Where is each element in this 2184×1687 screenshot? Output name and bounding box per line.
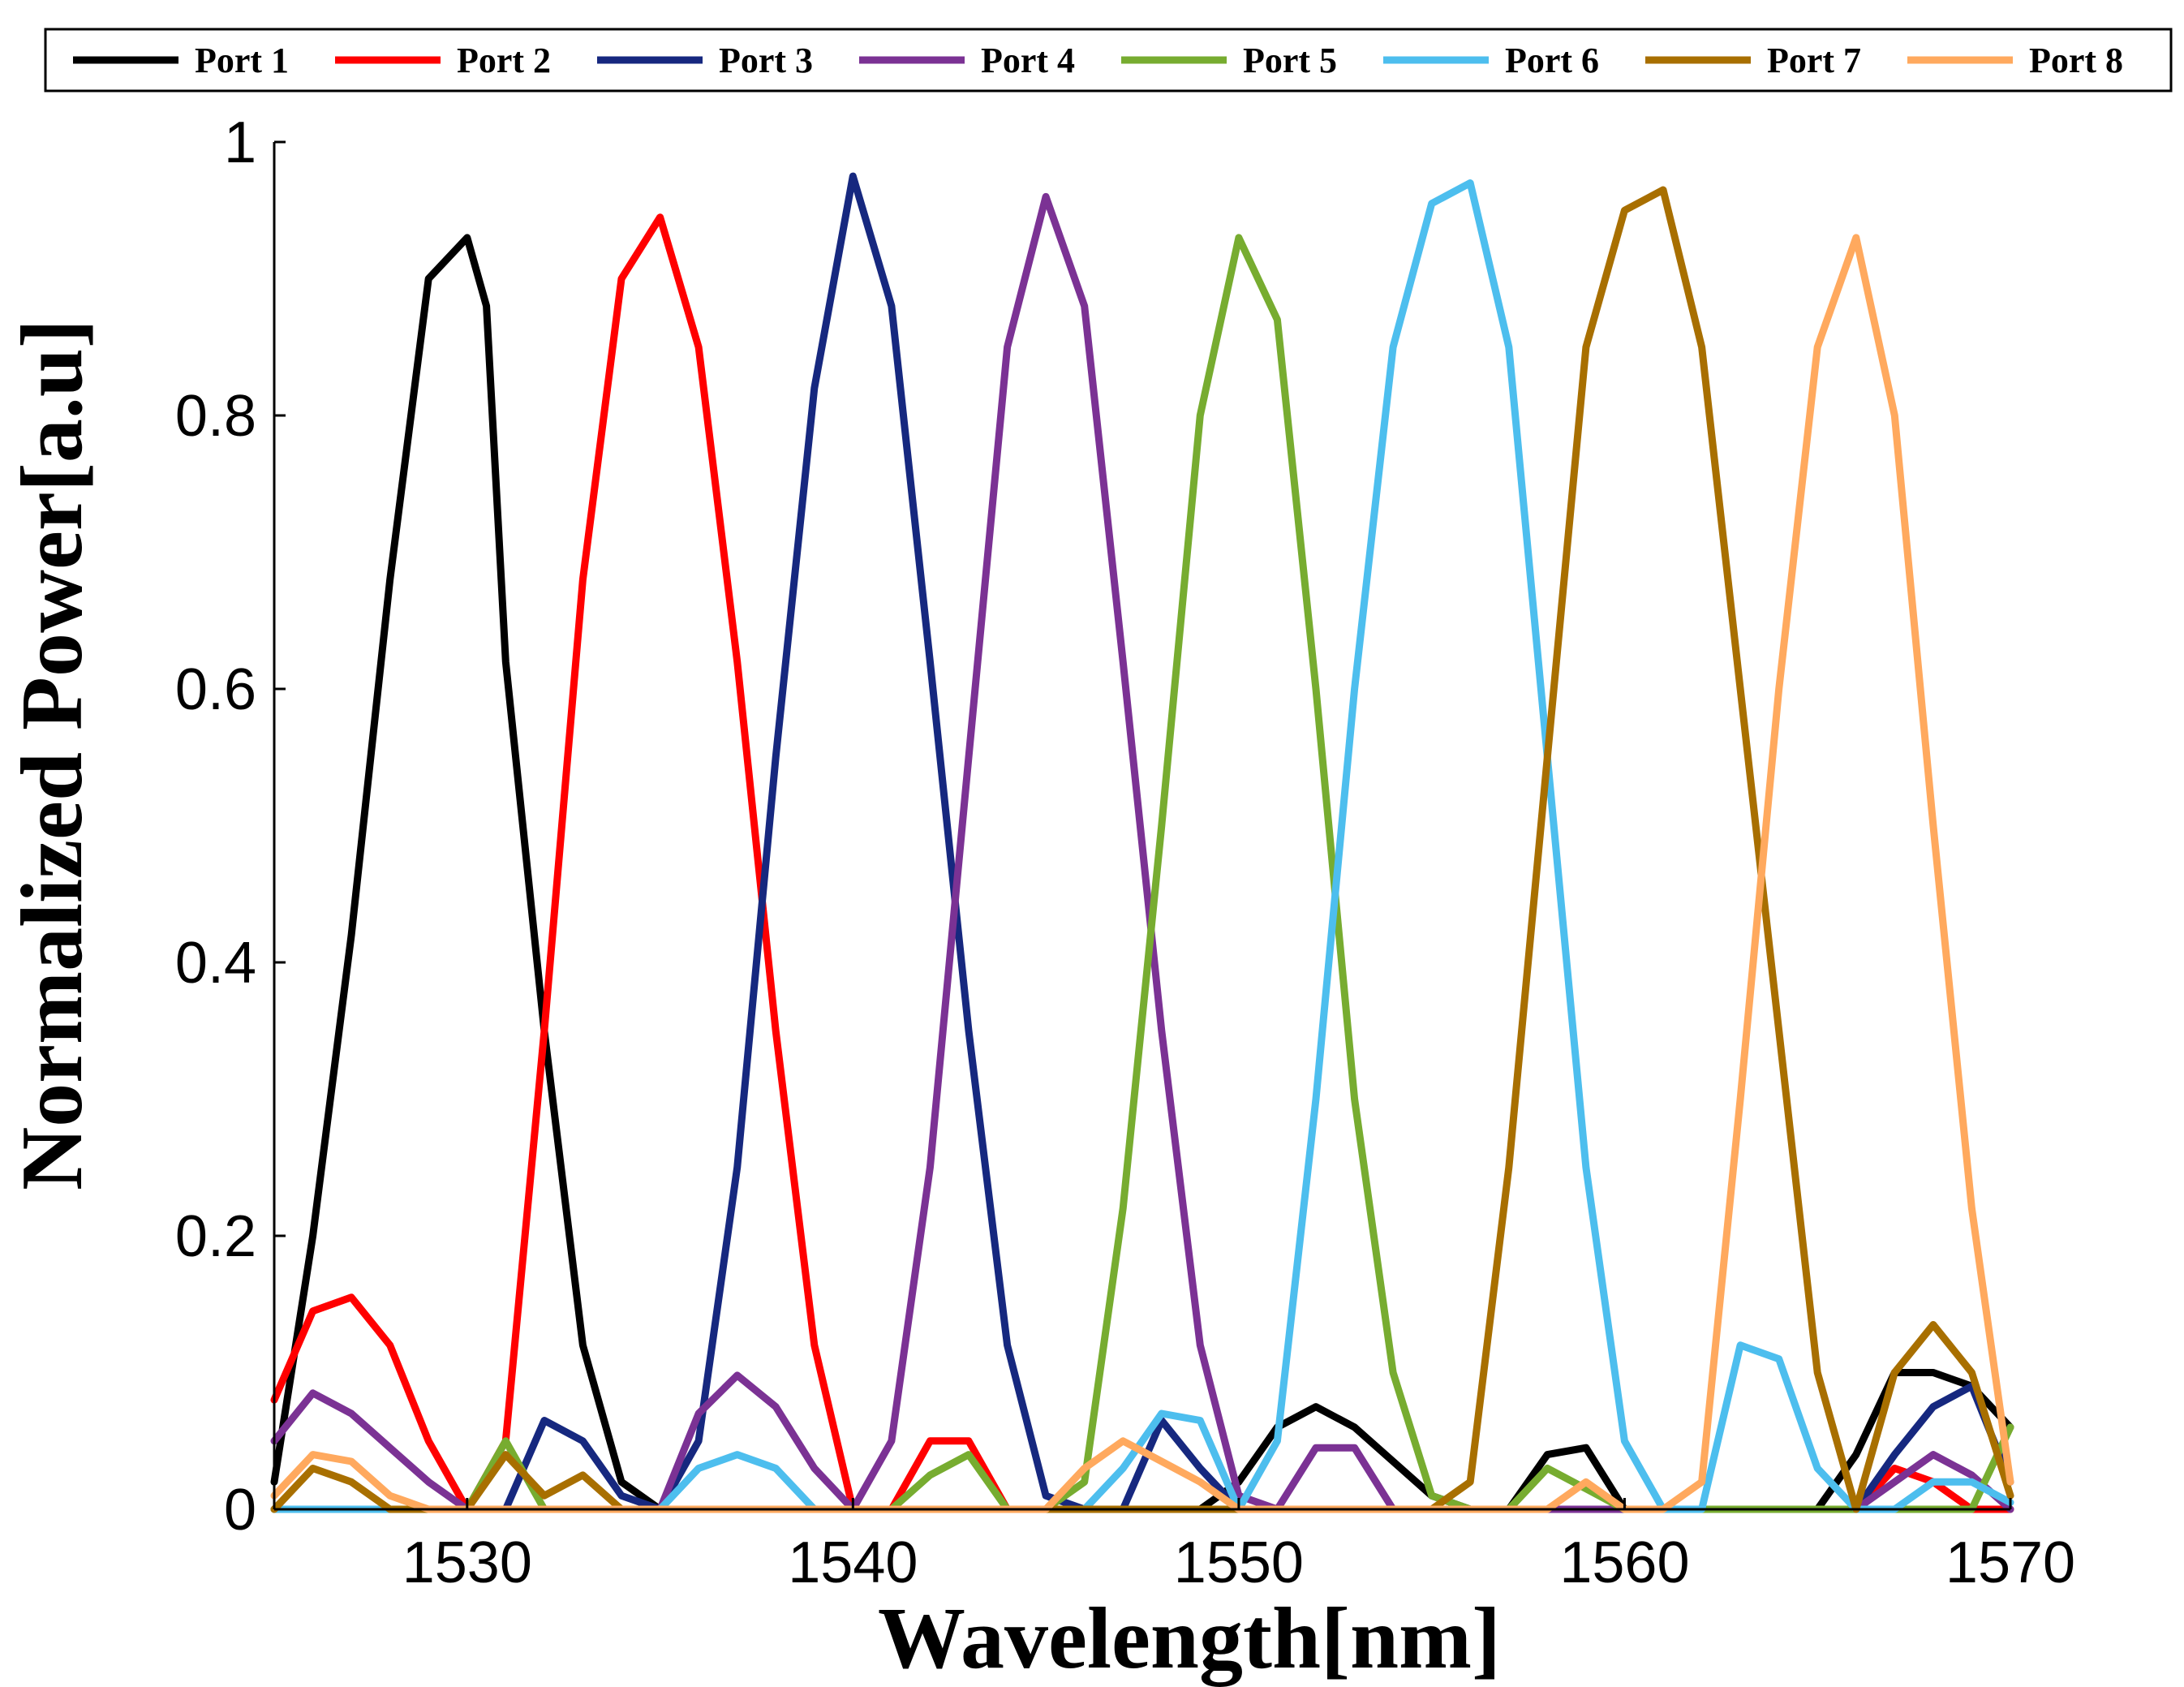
axes-layer: 0 0.2 0.4 0.6 0.8 1 1530 1540 1550 1560 1570: [175, 110, 2075, 1595]
legend-entry-port-4: Port 4: [859, 41, 1075, 80]
x-tick-label: 1560: [1559, 1530, 1689, 1595]
series-line-port-5: [270, 234, 2014, 1513]
plot-area: 0 0.2 0.4 0.6 0.8 1 1530 1540 1550 1560 1570: [175, 110, 2075, 1595]
y-axis-title: Normalized Power[a.u]: [4, 319, 101, 1190]
x-tick-label: 1550: [1174, 1530, 1304, 1595]
y-tick-label: 0.6: [175, 657, 256, 722]
y-tick-label: 0: [224, 1478, 256, 1543]
legend-entry-port-6: Port 6: [1383, 41, 1599, 80]
legend-label: Port 7: [1767, 41, 1861, 80]
legend-label: Port 6: [1505, 41, 1599, 80]
legend-entry-port-2: Port 2: [335, 41, 551, 80]
legend-label: Port 8: [2029, 41, 2123, 80]
legend-entry-port-3: Port 3: [597, 41, 813, 80]
legend-items: Port 1 Port 2 Port 3 Port 4 Port 5 Port 6 Port…: [73, 41, 2123, 80]
series-line-port-8: [270, 234, 2014, 1513]
y-tick-label: 0.8: [175, 384, 256, 449]
x-tick-label: 1570: [1945, 1530, 2075, 1595]
y-tick-label: 0.2: [175, 1204, 256, 1269]
legend-label: Port 5: [1243, 41, 1337, 80]
legend-label: Port 4: [981, 41, 1075, 80]
legend-entry-port-1: Port 1: [73, 41, 289, 80]
x-axis-title: Wavelength[nm]: [878, 1590, 1501, 1687]
series-line-port-1: [270, 234, 2014, 1513]
legend-entry-port-7: Port 7: [1645, 41, 1861, 80]
legend-label: Port 3: [719, 41, 813, 80]
legend: Port 1 Port 2 Port 3 Port 4 Port 5 Port 6 Port…: [44, 28, 2173, 93]
legend-entry-port-5: Port 5: [1121, 41, 1337, 80]
legend-entry-port-8: Port 8: [1907, 41, 2123, 80]
y-tick-label: 1: [224, 110, 256, 175]
x-tick-label: 1530: [402, 1530, 532, 1595]
legend-label: Port 2: [457, 41, 551, 80]
x-tick-label: 1540: [788, 1530, 918, 1595]
y-tick-label: 0.4: [175, 931, 256, 996]
legend-label: Port 1: [195, 41, 289, 80]
